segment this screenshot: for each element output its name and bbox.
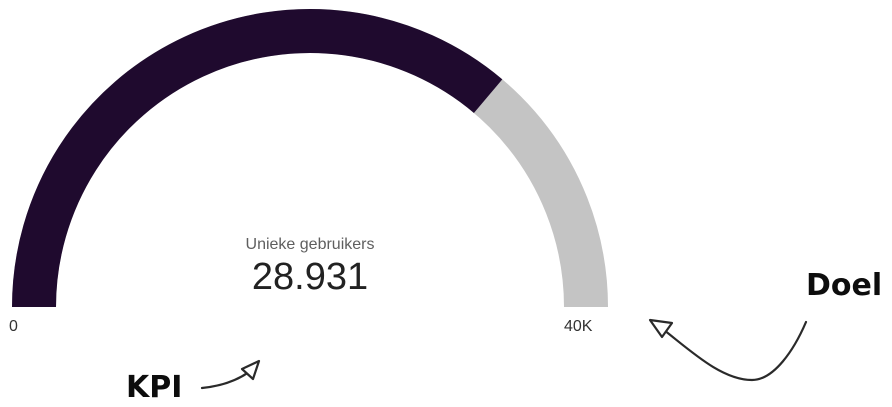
gauge-value-arc — [12, 9, 503, 308]
axis-min-label: 0 — [9, 318, 18, 335]
metric-label: Unieke gebruikers — [245, 236, 375, 253]
metric-value: 28.931 — [251, 256, 369, 298]
goal-annotation: Doel — [806, 268, 883, 303]
axis-max-label: 40K — [564, 318, 593, 335]
kpi-annotation: KPI — [126, 370, 183, 405]
kpi-arrow — [200, 359, 261, 390]
goal-arrow — [648, 318, 808, 382]
